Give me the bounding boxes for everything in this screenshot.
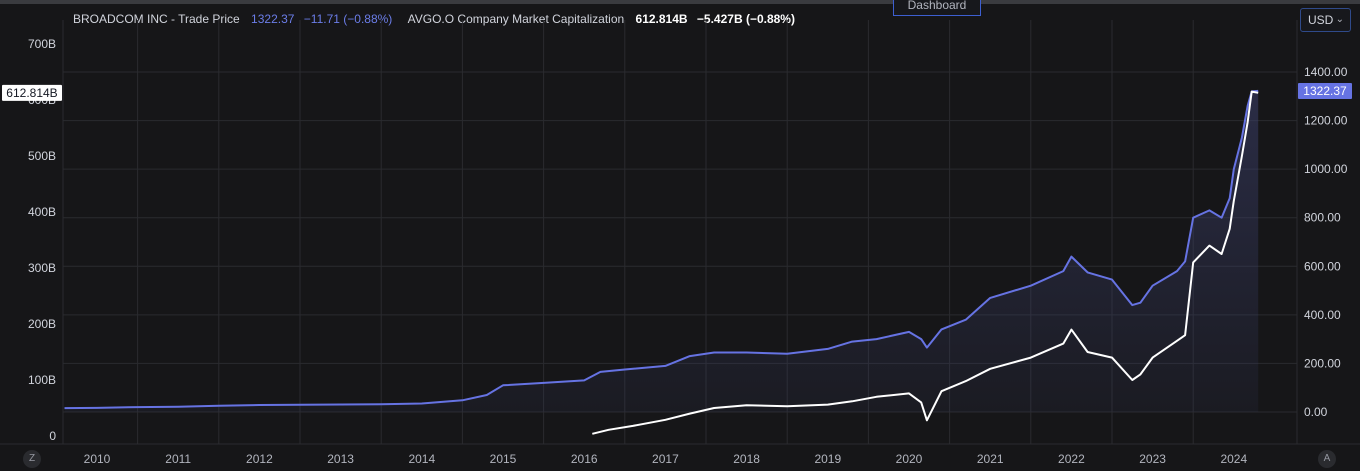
x-tick-label: 2024 xyxy=(1220,452,1247,466)
x-tick-label: 2018 xyxy=(733,452,760,466)
x-tick-label: 2022 xyxy=(1058,452,1085,466)
x-tick-label: 2013 xyxy=(327,452,354,466)
right-tick-label: 1400.00 xyxy=(1304,65,1348,79)
x-tick-label: 2014 xyxy=(408,452,435,466)
x-tick-label: 2012 xyxy=(246,452,273,466)
chevron-down-icon: ⌄ xyxy=(1335,14,1344,25)
left-tick-label: 700B xyxy=(28,37,56,51)
legend-marketcap-change: −5.427B (−0.88%) xyxy=(696,12,795,26)
left-tick-label: 400B xyxy=(28,205,56,219)
legend-price-change: −11.71 (−0.88%) xyxy=(303,12,393,26)
marketcap-current-badge xyxy=(2,84,62,101)
zoom-toggle-button[interactable]: Z xyxy=(23,450,41,468)
legend-marketcap-value: 612.814B xyxy=(635,12,688,26)
top-border xyxy=(0,0,1360,4)
left-tick-label: 100B xyxy=(28,373,56,387)
right-tick-label: 800.00 xyxy=(1304,211,1341,225)
right-tick-label: 600.00 xyxy=(1304,259,1341,273)
chart-legend: BROADCOM INC - Trade Price 1322.37 −11.7… xyxy=(73,12,797,26)
left-tick-label: 0 xyxy=(49,429,56,443)
currency-label: USD xyxy=(1308,13,1334,27)
x-tick-label: 2021 xyxy=(977,452,1004,466)
x-tick-label: 2023 xyxy=(1139,452,1166,466)
dashboard-tab[interactable]: Dashboard xyxy=(893,0,981,16)
right-tick-label: 0.00 xyxy=(1304,405,1328,419)
marketcap-current-label: 612.814B xyxy=(6,86,57,100)
x-tick-label: 2010 xyxy=(84,452,111,466)
left-tick-label: 500B xyxy=(28,149,56,163)
legend-marketcap-name: AVGO.O Company Market Capitalization xyxy=(407,12,625,26)
x-tick-label: 2020 xyxy=(896,452,923,466)
auto-scale-button[interactable]: A xyxy=(1318,450,1336,468)
price-current-badge xyxy=(1298,82,1352,99)
axis-labels: 2010 2011 2012 2013 2014 2015 2016 2017 2018 2019… xyxy=(2,37,1352,466)
price-current-label: 1322.37 xyxy=(1303,84,1347,98)
marketcap-series-line xyxy=(592,90,1259,435)
plot-area xyxy=(64,89,1259,435)
price-area xyxy=(64,90,1259,413)
currency-select[interactable]: USD ⌄ xyxy=(1300,8,1351,32)
left-tick-label: 200B xyxy=(28,317,56,331)
legend-price-name: BROADCOM INC - Trade Price xyxy=(73,12,240,26)
right-tick-label: 200.00 xyxy=(1304,356,1341,370)
x-tick-label: 2015 xyxy=(490,452,517,466)
right-tick-label: 1000.00 xyxy=(1304,162,1348,176)
right-tick-label: 1200.00 xyxy=(1304,114,1348,128)
x-tick-label: 2017 xyxy=(652,452,679,466)
left-tick-label: 300B xyxy=(28,261,56,275)
x-tick-label: 2011 xyxy=(165,452,191,466)
axes xyxy=(0,20,1360,445)
price-series-line xyxy=(64,89,1259,410)
right-tick-label: 400.00 xyxy=(1304,308,1341,322)
legend-price-value: 1322.37 xyxy=(251,12,295,26)
x-tick-label: 2019 xyxy=(814,452,841,466)
x-tick-label: 2016 xyxy=(571,452,598,466)
